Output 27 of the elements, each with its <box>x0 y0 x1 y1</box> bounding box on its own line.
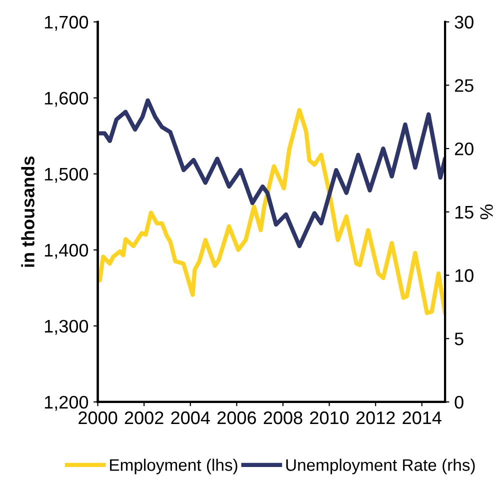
x-tick-label: 2006 <box>218 411 256 424</box>
x-tick-label: 2014 <box>402 411 442 424</box>
y2-tick-label: 15 <box>455 206 474 219</box>
y2-axis-title: % <box>480 204 493 220</box>
x-tick-label: 2002 <box>124 411 164 424</box>
x-tick-label: 2004 <box>171 411 210 424</box>
y2-tick-label: 20 <box>454 142 474 156</box>
y-tick-label: 1,400 <box>44 244 88 259</box>
legend-label: Unemployment Rate (rhs) <box>286 458 475 474</box>
x-tick-label: 2008 <box>264 411 302 424</box>
y2-tick-label: 25 <box>454 79 474 92</box>
y-tick-label: 1,300 <box>44 320 88 335</box>
x-tick-label: 2000 <box>78 411 118 424</box>
y-tick-label: 1,700 <box>44 16 88 31</box>
y2-tick-label: 30 <box>454 16 474 29</box>
y2-tick-label: 10 <box>455 269 474 282</box>
y-axis-title: in thousands <box>21 156 34 267</box>
x-tick-label: 2012 <box>356 411 395 424</box>
line-series <box>98 98 446 248</box>
legend-label: Employment (lhs) <box>110 458 238 474</box>
line-series <box>98 108 446 316</box>
y2-tick-label: 0 <box>454 396 464 409</box>
y-tick-label: 1,600 <box>44 92 88 107</box>
y-tick-label: 1,500 <box>44 168 88 183</box>
x-tick-label: 2010 <box>310 411 349 424</box>
y2-tick-label: 5 <box>454 332 464 346</box>
y-tick-label: 1,200 <box>44 396 88 411</box>
